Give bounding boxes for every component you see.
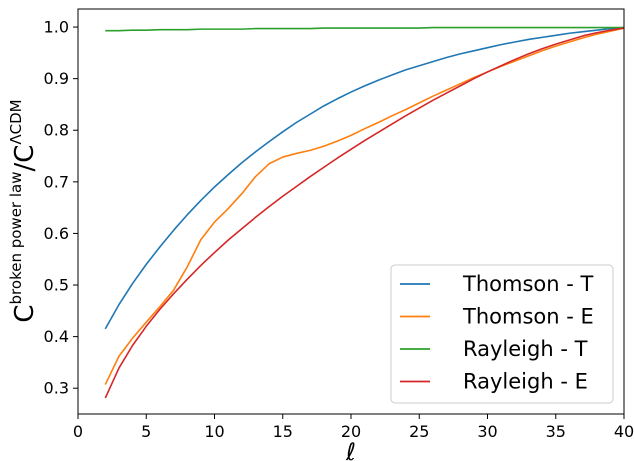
- y-label-main: C: [10, 304, 40, 322]
- legend-items: Thomson - T Thomson - E Rayleigh - T Raylei…: [400, 272, 594, 394]
- x-axis: 0 5 10 15 20 25 30 35 40: [73, 414, 634, 441]
- y-tick-label: 0.4: [44, 327, 69, 346]
- legend-label: Thomson - E: [462, 305, 594, 329]
- y-tick-label: 0.3: [44, 379, 69, 398]
- legend: Thomson - T Thomson - E Rayleigh - T Raylei…: [390, 264, 614, 404]
- x-tick-label: 0: [73, 422, 83, 441]
- y-tick-label: 0.8: [44, 121, 69, 140]
- x-tick-label: 10: [204, 422, 224, 441]
- x-tick-label: 25: [409, 422, 429, 441]
- y-label-superscript-2: ΛCDM: [7, 99, 25, 144]
- x-tick-label: 30: [477, 422, 497, 441]
- series-line-3: [104, 27, 625, 399]
- x-tick-label: 35: [546, 422, 566, 441]
- y-axis-label: Cbroken power law/CΛCDM: [7, 99, 40, 322]
- x-tick-label: 15: [273, 422, 293, 441]
- x-tick-label: 5: [141, 422, 151, 441]
- x-tick-label: 40: [614, 422, 634, 441]
- y-tick-label: 0.9: [44, 69, 69, 88]
- y-label-superscript-1: broken power law: [7, 172, 25, 305]
- y-tick-label: 1.0: [44, 18, 69, 37]
- y-label-main-2: C: [10, 145, 40, 163]
- series-line-0: [104, 26, 625, 330]
- y-label-slash: /: [10, 163, 40, 172]
- series-line-1: [104, 27, 625, 385]
- y-axis: 0.3 0.4 0.5 0.6 0.7 0.8 0.9 1.0: [44, 18, 78, 398]
- series-layer: [104, 26, 625, 399]
- legend-frame: [390, 264, 614, 404]
- y-tick-label: 0.7: [44, 172, 69, 191]
- x-axis-label: ℓ: [345, 438, 356, 461]
- legend-label: Rayleigh - T: [463, 337, 588, 361]
- y-tick-label: 0.5: [44, 276, 69, 295]
- legend-label: Thomson - T: [462, 272, 593, 296]
- series-line-2: [105, 26, 624, 32]
- x-tick-label: 20: [341, 422, 361, 441]
- y-tick-label: 0.6: [44, 224, 69, 243]
- legend-label: Rayleigh - E: [463, 370, 588, 394]
